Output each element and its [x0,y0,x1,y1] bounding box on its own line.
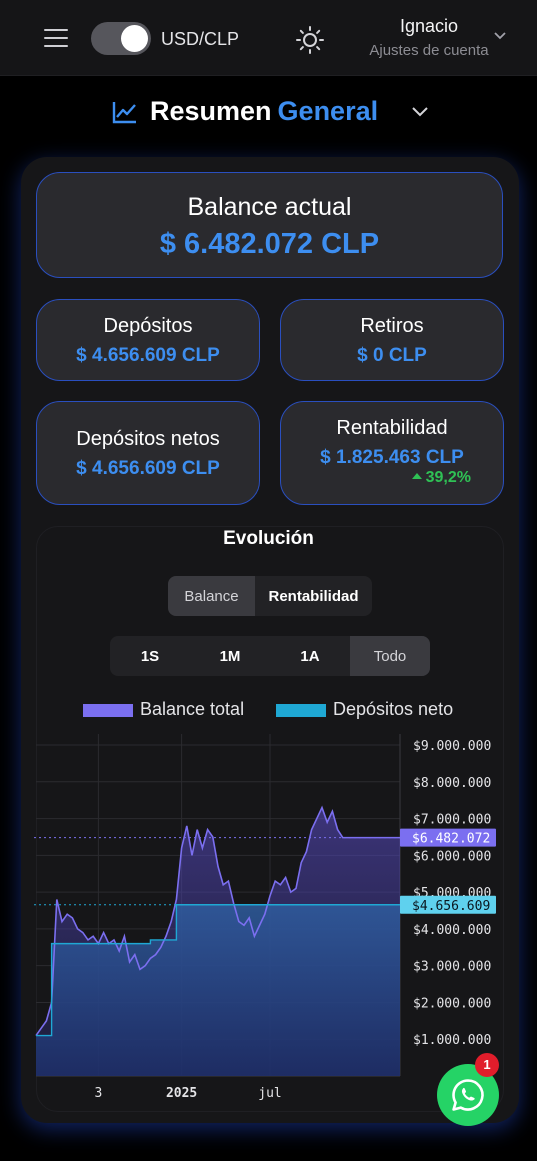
legend-swatch-deposits [276,704,326,717]
user-name[interactable]: Ignacio [399,16,459,36]
toggle-knob [121,25,148,52]
net-deposits-label: Depósitos netos [76,428,220,450]
profitability-label: Rentabilidad [336,417,448,439]
title-chevron-down-icon[interactable] [410,104,430,120]
range-1a[interactable]: 1A [300,647,320,665]
y-tick-label: $8.000.000 [413,776,491,791]
trend-line-icon [112,102,136,124]
withdrawals-card: Retiros $ 0 CLP [280,299,504,381]
page-title: Resumen General [150,96,378,127]
last-value-label: $6.482.072 [412,832,490,847]
last-value-label: $4.656.609 [412,899,490,914]
view-toggle: Balance Rentabilidad [168,576,372,616]
whatsapp-icon [452,1079,484,1111]
area-deposits [36,904,400,1076]
last-value-tag [400,895,496,914]
chevron-down-icon[interactable] [493,29,507,43]
currency-toggle[interactable] [91,22,151,55]
net-deposits-card: Depósitos netos $ 4.656.609 CLP [36,401,260,505]
line-balance [35,805,400,1037]
profitability-card: Rentabilidad $ 1.825.463 CLP 39,2% [280,401,504,505]
last-value-tag [400,828,496,847]
sun-icon[interactable] [296,26,324,54]
y-tick-label: $7.000.000 [413,813,491,828]
tab-rentabilidad[interactable]: Rentabilidad [255,576,372,616]
currency-label: USD/CLP [161,29,240,49]
x-tick-label: jul [258,1086,281,1101]
legend-label-balance: Balance total [140,699,245,719]
range-todo[interactable]: Todo [350,636,430,676]
deposits-label: Depósitos [103,315,193,337]
range-1m[interactable]: 1M [219,647,241,665]
range-toggle: 1S 1M 1A Todo [110,636,430,676]
legend-swatch-balance [83,704,133,717]
y-tick-label: $3.000.000 [413,960,491,975]
y-tick-label: $2.000.000 [413,996,491,1011]
menu-icon[interactable] [44,29,68,49]
title-part-1: Resumen [150,96,272,126]
evolution-chart[interactable]: $9.000.000 $8.000.000 $7.000.000 $6.000.000… [34,734,504,1104]
notification-badge: 1 [475,1053,499,1077]
y-tick-label: $4.000.000 [413,923,491,938]
arrow-up-icon [411,473,422,479]
account-settings-link[interactable]: Ajustes de cuenta [369,42,489,59]
balance-card: Balance actual $ 6.482.072 CLP [36,172,503,278]
deposits-value: $ 4.656.609 CLP [76,345,220,366]
y-tick-label: $9.000.000 [413,739,491,754]
withdrawals-value: $ 0 CLP [357,345,427,366]
page-title-row: Resumen General [0,94,537,134]
x-tick-label: 2025 [166,1086,197,1101]
deposits-card: Depósitos $ 4.656.609 CLP [36,299,260,381]
x-tick-label: 3 [94,1086,102,1101]
range-1s[interactable]: 1S [140,647,160,665]
balance-value: $ 6.482.072 CLP [159,228,380,260]
profitability-value: $ 1.825.463 CLP [320,447,464,468]
y-tick-label: $6.000.000 [413,849,491,864]
withdrawals-label: Retiros [360,315,424,337]
profitability-change-value: 39,2% [425,469,471,486]
balance-label: Balance actual [187,193,352,221]
tab-balance[interactable]: Balance [168,576,255,616]
top-bar: USD/CLP Ignacio Ajustes de cuenta [0,0,537,76]
net-deposits-value: $ 4.656.609 CLP [76,458,220,479]
y-tick-label: $1.000.000 [413,1033,491,1048]
evolution-title: Evolución [223,528,314,549]
legend-label-deposits: Depósitos neto [333,699,454,719]
profitability-change: 39,2% [411,469,471,487]
title-part-2: General [277,96,379,126]
